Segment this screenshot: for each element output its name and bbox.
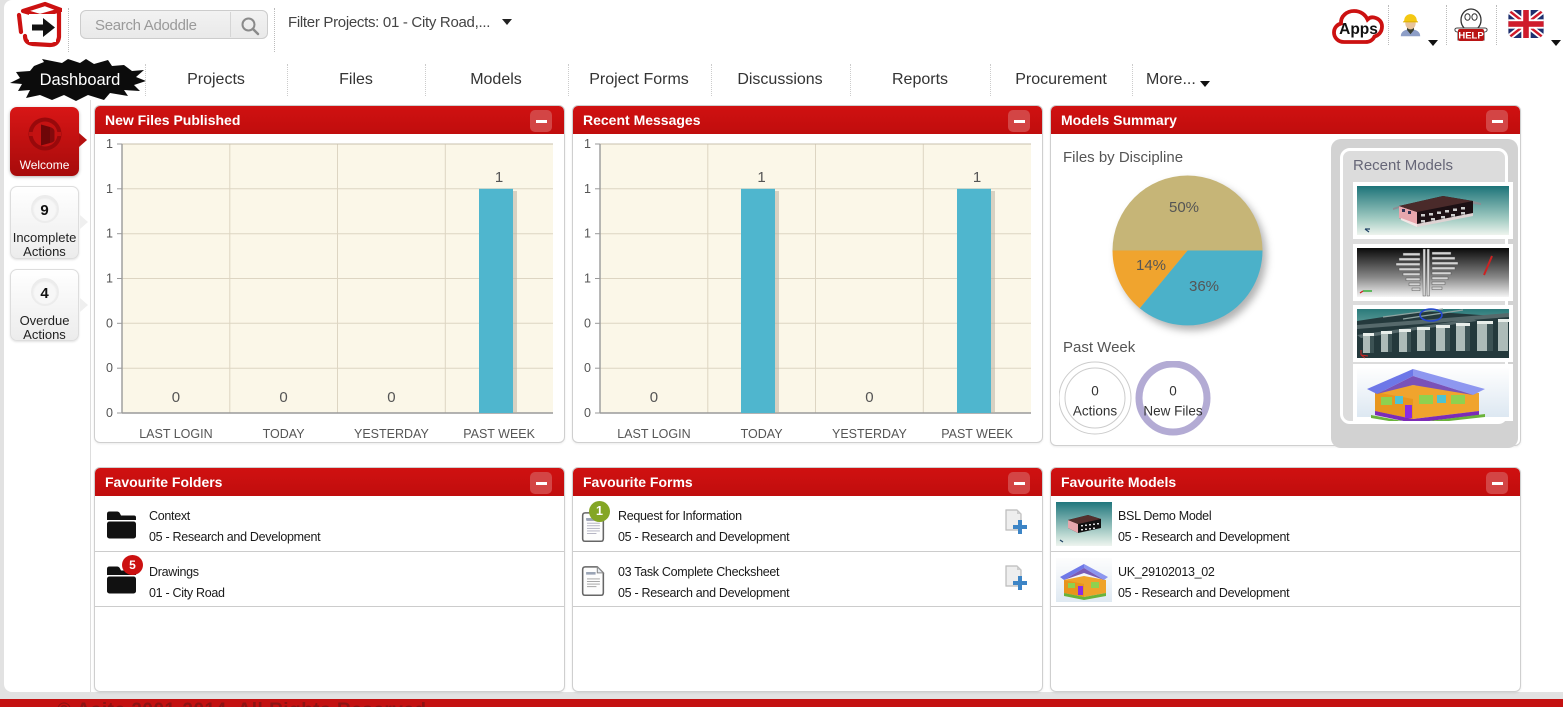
svg-text:0: 0 (106, 316, 113, 330)
svg-text:1: 1 (495, 169, 503, 186)
svg-text:1: 1 (106, 137, 113, 151)
svg-text:TODAY: TODAY (741, 427, 784, 441)
svg-text:Actions: Actions (1073, 404, 1118, 419)
svg-text:1: 1 (106, 227, 113, 241)
svg-text:LAST LOGIN: LAST LOGIN (139, 427, 212, 441)
svg-text:0: 0 (106, 406, 113, 420)
svg-text:HELP: HELP (1458, 31, 1484, 42)
svg-text:0: 0 (172, 389, 180, 406)
svg-text:36%: 36% (1189, 278, 1219, 295)
svg-text:Apps: Apps (1339, 21, 1378, 38)
svg-text:Dashboard: Dashboard (40, 71, 121, 89)
svg-text:New Files: New Files (1143, 404, 1203, 419)
svg-text:1: 1 (584, 182, 591, 196)
svg-text:PAST WEEK: PAST WEEK (463, 427, 535, 441)
svg-text:14%: 14% (1136, 257, 1166, 274)
svg-text:1: 1 (584, 272, 591, 286)
svg-text:0: 0 (106, 361, 113, 375)
svg-text:1: 1 (106, 272, 113, 286)
svg-text:PAST WEEK: PAST WEEK (941, 427, 1013, 441)
svg-text:YESTERDAY: YESTERDAY (354, 427, 429, 441)
svg-text:LAST LOGIN: LAST LOGIN (617, 427, 690, 441)
svg-text:50%: 50% (1169, 199, 1199, 216)
svg-text:1: 1 (584, 137, 591, 151)
svg-text:0: 0 (584, 361, 591, 375)
svg-text:0: 0 (584, 406, 591, 420)
svg-text:0: 0 (584, 316, 591, 330)
svg-text:0: 0 (1091, 384, 1099, 399)
svg-text:TODAY: TODAY (263, 427, 306, 441)
svg-text:YESTERDAY: YESTERDAY (832, 427, 907, 441)
svg-text:0: 0 (279, 389, 287, 406)
svg-text:0: 0 (387, 389, 395, 406)
svg-text:0: 0 (1169, 384, 1177, 399)
svg-text:1: 1 (584, 227, 591, 241)
svg-text:0: 0 (865, 389, 873, 406)
svg-text:1: 1 (106, 182, 113, 196)
svg-text:0: 0 (650, 389, 658, 406)
svg-text:1: 1 (757, 169, 765, 186)
svg-text:1: 1 (973, 169, 981, 186)
